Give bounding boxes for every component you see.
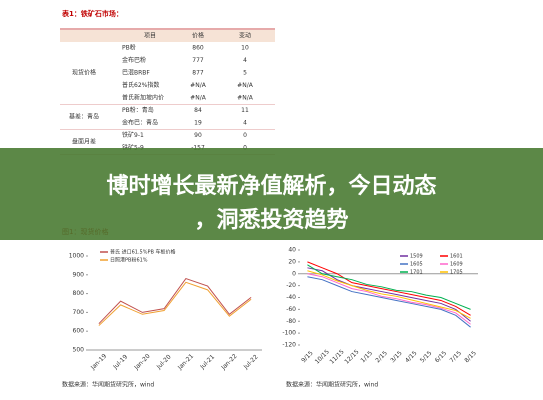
x-tick-label: 12/15 bbox=[343, 348, 360, 365]
series-line bbox=[98, 277, 252, 325]
banner-line: 博时增长最新净值解析，今日动态 bbox=[106, 174, 437, 199]
x-tick-label: 1/15 bbox=[360, 350, 375, 365]
series-line bbox=[307, 267, 471, 322]
series-line bbox=[307, 276, 471, 328]
header-bg bbox=[60, 30, 275, 42]
x-tick-label: Jul-19 bbox=[111, 353, 129, 371]
table-header: 价格 bbox=[192, 32, 204, 40]
table-cell: 铁矿9-1 bbox=[122, 131, 144, 139]
y-tick-label: -60 bbox=[286, 306, 296, 313]
legend-label: 1705 bbox=[450, 270, 463, 276]
x-tick-label: 9/15 bbox=[300, 350, 315, 365]
y-tick-label: -20 bbox=[286, 282, 296, 289]
legend-label: 1601 bbox=[450, 254, 463, 260]
table-cell: 90 bbox=[194, 132, 202, 139]
table-cell: 877 bbox=[192, 70, 204, 77]
x-tick-label: Jan-20 bbox=[132, 353, 151, 372]
table-cell: 10 bbox=[241, 45, 249, 52]
table-cell: 19 bbox=[194, 120, 202, 127]
legend-label: 1605 bbox=[410, 262, 423, 268]
table-group: 现货价格 bbox=[72, 69, 96, 77]
x-tick-label: Jan-21 bbox=[176, 353, 195, 372]
y-tick-label: 0 bbox=[292, 270, 296, 277]
table-cell: PB粉 bbox=[122, 44, 136, 52]
table-cell: 普氏62%指数 bbox=[122, 81, 159, 89]
table-cell: 普氏新加坡内价 bbox=[122, 94, 164, 102]
table-cell: PB粉：青岛 bbox=[122, 106, 154, 114]
table-group: 基差：青岛 bbox=[69, 112, 99, 120]
series-line bbox=[307, 273, 471, 325]
x-tick-label: 11/15 bbox=[328, 348, 345, 365]
series-line bbox=[307, 270, 471, 319]
y-tick-label: 900 bbox=[73, 271, 85, 278]
x-tick-label: 7/15 bbox=[449, 350, 464, 365]
legend-label: 1509 bbox=[410, 254, 423, 260]
y-tick-label: 1000 bbox=[69, 253, 84, 260]
series-line bbox=[98, 281, 252, 326]
x-tick-label: 10/15 bbox=[314, 348, 331, 365]
y-tick-label: 20 bbox=[288, 258, 296, 265]
banner: 博时增长最新净值解析，今日动态 ，洞悉投资趋势 bbox=[0, 148, 543, 240]
x-tick-label: 2/15 bbox=[374, 350, 389, 365]
y-tick-label: -100 bbox=[282, 330, 296, 337]
legend-label: 日照港PB粉61% bbox=[110, 257, 148, 264]
table-cell: 巴混BRBF bbox=[122, 69, 150, 77]
table-cell: #N/A bbox=[190, 95, 207, 102]
table-cell: 铁矿5-9 bbox=[122, 144, 144, 152]
table-cell: 860 bbox=[192, 45, 204, 52]
table-cell: 11 bbox=[241, 107, 249, 114]
table-cell: 84 bbox=[194, 107, 202, 114]
y-tick-label: 700 bbox=[73, 309, 85, 316]
table-cell: 0 bbox=[243, 132, 247, 139]
y-tick-label: -40 bbox=[286, 294, 296, 301]
table-group: 盘面月差 bbox=[72, 137, 96, 145]
table-cell: 金布巴：青岛 bbox=[122, 119, 158, 127]
x-tick-label: Jul-21 bbox=[198, 353, 216, 371]
x-tick-label: Jan-19 bbox=[89, 353, 108, 372]
legend-label: 普氏 进口61.5%PB 车板价格 bbox=[110, 249, 176, 256]
y-tick-label: 600 bbox=[73, 328, 85, 335]
x-tick-label: Jan-22 bbox=[219, 353, 238, 372]
y-tick-label: 40 bbox=[288, 247, 296, 254]
table-cell: 4 bbox=[243, 57, 247, 64]
table-cell: 金布巴粉 bbox=[122, 56, 146, 64]
y-tick-label: 800 bbox=[73, 290, 85, 297]
table-cell: #N/A bbox=[190, 82, 207, 89]
x-tick-label: 6/15 bbox=[434, 350, 449, 365]
series-line bbox=[307, 264, 471, 310]
table-header: 项目 bbox=[144, 33, 156, 40]
y-tick-label: -80 bbox=[286, 318, 296, 325]
x-tick-label: Jul-20 bbox=[155, 353, 173, 371]
table-cell: 4 bbox=[243, 120, 247, 127]
chart-source: 数据来源：华闻期货研究所，wind bbox=[286, 381, 378, 389]
table-header: 变动 bbox=[239, 32, 251, 40]
x-tick-label: 4/15 bbox=[404, 350, 419, 365]
series-line bbox=[307, 261, 471, 316]
table-cell: 5 bbox=[243, 70, 247, 77]
y-tick-label: -120 bbox=[282, 342, 296, 349]
table-cell: #N/A bbox=[237, 82, 254, 89]
chart-source: 数据来源：华闻期货研究所，wind bbox=[62, 381, 154, 389]
legend-label: 1609 bbox=[450, 262, 463, 268]
y-tick-label: 500 bbox=[73, 347, 85, 354]
x-tick-label: 8/15 bbox=[463, 350, 478, 365]
x-tick-label: 5/15 bbox=[419, 350, 434, 365]
x-tick-label: 3/15 bbox=[389, 350, 404, 365]
x-tick-label: Jul-22 bbox=[242, 353, 260, 371]
banner-line: ，洞悉投资趋势 bbox=[194, 208, 349, 233]
table-cell: #N/A bbox=[237, 95, 254, 102]
table-cell: 777 bbox=[192, 57, 204, 64]
table-title: 表1：铁矿石市场： bbox=[61, 9, 123, 18]
legend-label: 1701 bbox=[410, 270, 423, 276]
